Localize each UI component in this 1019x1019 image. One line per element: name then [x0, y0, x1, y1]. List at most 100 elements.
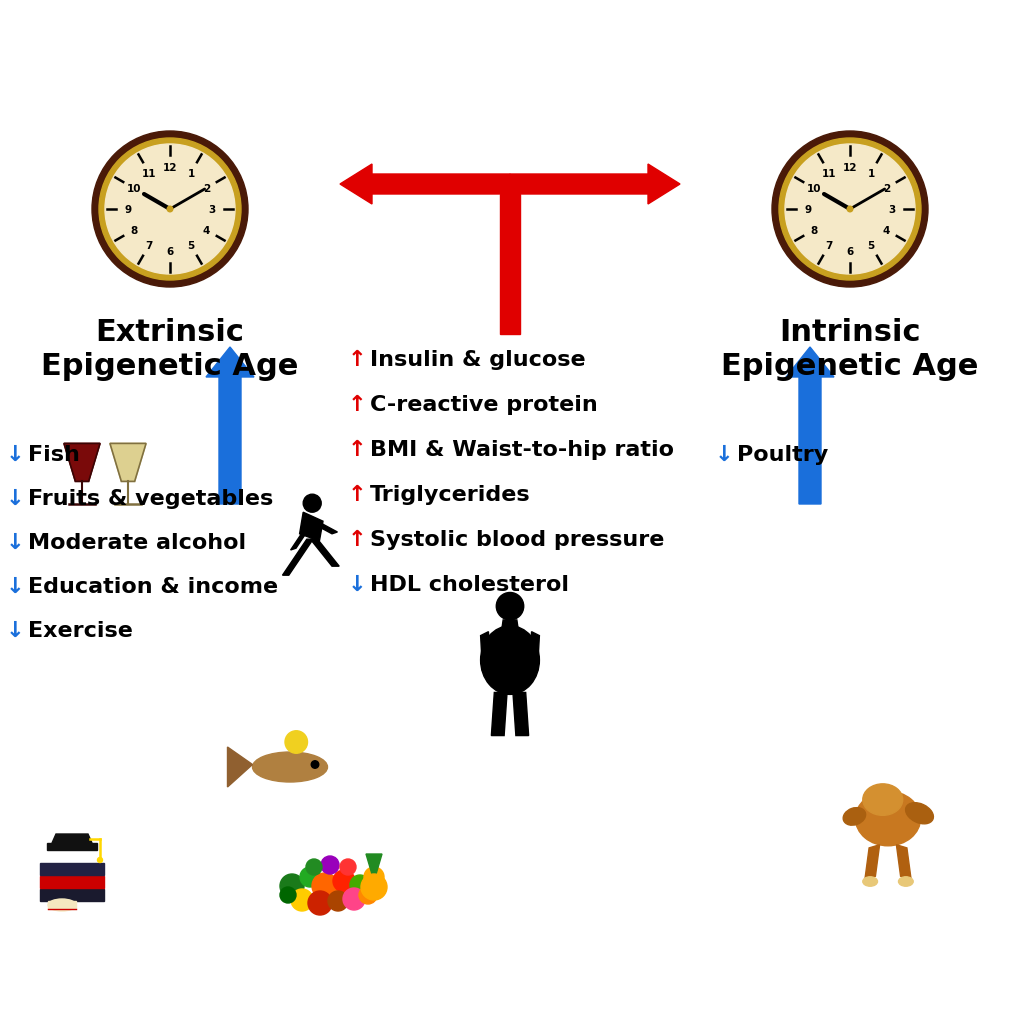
Ellipse shape [862, 784, 902, 815]
Text: 10: 10 [806, 183, 820, 194]
Text: Moderate alcohol: Moderate alcohol [28, 533, 246, 552]
Polygon shape [529, 632, 539, 672]
FancyArrow shape [510, 165, 680, 205]
Text: ↑: ↑ [347, 439, 366, 460]
Circle shape [284, 731, 307, 753]
Text: 5: 5 [187, 242, 195, 251]
Text: Education & income: Education & income [28, 577, 278, 596]
Text: Insulin & glucose: Insulin & glucose [370, 350, 585, 370]
Text: Triglycerides: Triglycerides [370, 484, 530, 504]
Text: 12: 12 [163, 163, 177, 173]
Text: Fish: Fish [28, 444, 79, 465]
Text: BMI & Waist-to-hip ratio: BMI & Waist-to-hip ratio [370, 439, 674, 460]
Circle shape [312, 873, 337, 899]
Circle shape [779, 139, 920, 280]
Text: 7: 7 [145, 242, 153, 251]
Text: ↓: ↓ [6, 488, 24, 508]
Circle shape [342, 889, 365, 910]
Text: 2: 2 [881, 183, 890, 194]
Text: 6: 6 [166, 247, 173, 257]
Circle shape [311, 761, 319, 768]
Polygon shape [864, 845, 878, 879]
Circle shape [328, 892, 347, 911]
Circle shape [496, 593, 523, 621]
Text: ↓: ↓ [6, 533, 24, 552]
Text: 9: 9 [124, 205, 131, 215]
Text: 12: 12 [842, 163, 856, 173]
Polygon shape [513, 693, 528, 736]
FancyArrow shape [786, 347, 834, 504]
Ellipse shape [898, 877, 912, 887]
Polygon shape [110, 444, 146, 482]
Circle shape [350, 875, 370, 895]
Circle shape [105, 145, 234, 275]
Circle shape [361, 874, 386, 900]
Polygon shape [52, 835, 92, 843]
Polygon shape [491, 693, 506, 736]
Text: Poultry: Poultry [737, 444, 827, 465]
Polygon shape [366, 854, 382, 881]
Text: 3: 3 [888, 205, 895, 215]
Text: ↓: ↓ [6, 621, 24, 640]
Text: ↓: ↓ [6, 577, 24, 596]
Circle shape [280, 888, 296, 903]
Text: 5: 5 [866, 242, 873, 251]
Text: Intrinsic
Epigenetic Age: Intrinsic Epigenetic Age [720, 318, 977, 380]
Circle shape [290, 890, 313, 911]
Circle shape [321, 856, 338, 874]
Text: ↑: ↑ [347, 350, 366, 370]
Bar [40, 876, 104, 889]
Polygon shape [64, 444, 100, 482]
Polygon shape [282, 540, 313, 576]
FancyArrow shape [339, 165, 510, 205]
Circle shape [364, 867, 383, 888]
Ellipse shape [480, 627, 539, 695]
Text: ↑: ↑ [347, 394, 366, 415]
Text: 8: 8 [809, 226, 816, 235]
FancyArrow shape [206, 347, 254, 504]
Circle shape [98, 858, 102, 863]
Text: HDL cholesterol: HDL cholesterol [370, 575, 569, 594]
Text: ↑: ↑ [347, 484, 366, 504]
Ellipse shape [843, 808, 865, 825]
Ellipse shape [862, 877, 876, 887]
Circle shape [99, 139, 240, 280]
Circle shape [359, 887, 377, 904]
Circle shape [771, 131, 927, 287]
Polygon shape [227, 747, 253, 788]
Circle shape [167, 207, 172, 213]
Text: 4: 4 [881, 226, 890, 235]
Bar [40, 890, 104, 901]
Text: 4: 4 [203, 226, 210, 235]
Text: ↓: ↓ [714, 444, 733, 465]
Circle shape [332, 870, 355, 892]
Text: ↑: ↑ [347, 530, 366, 549]
Text: 10: 10 [126, 183, 141, 194]
Ellipse shape [855, 792, 920, 846]
FancyArrow shape [499, 195, 520, 334]
Text: Systolic blood pressure: Systolic blood pressure [370, 530, 663, 549]
Ellipse shape [253, 752, 327, 783]
Text: 8: 8 [129, 226, 138, 235]
Text: 3: 3 [208, 205, 215, 215]
Circle shape [300, 867, 320, 888]
Polygon shape [896, 845, 910, 879]
Circle shape [339, 859, 356, 875]
Polygon shape [480, 632, 490, 672]
Bar [40, 863, 104, 875]
Bar [48, 901, 76, 909]
Circle shape [785, 145, 914, 275]
Ellipse shape [48, 899, 76, 911]
Text: 1: 1 [866, 168, 873, 178]
Text: Fruits & vegetables: Fruits & vegetables [28, 488, 273, 508]
Text: 6: 6 [846, 247, 853, 257]
Text: C-reactive protein: C-reactive protein [370, 394, 597, 415]
Polygon shape [47, 843, 97, 850]
Circle shape [280, 874, 304, 898]
Circle shape [92, 131, 248, 287]
Polygon shape [290, 522, 314, 550]
Circle shape [308, 892, 331, 915]
Polygon shape [500, 621, 519, 634]
Ellipse shape [905, 803, 932, 824]
Text: ↓: ↓ [6, 444, 24, 465]
